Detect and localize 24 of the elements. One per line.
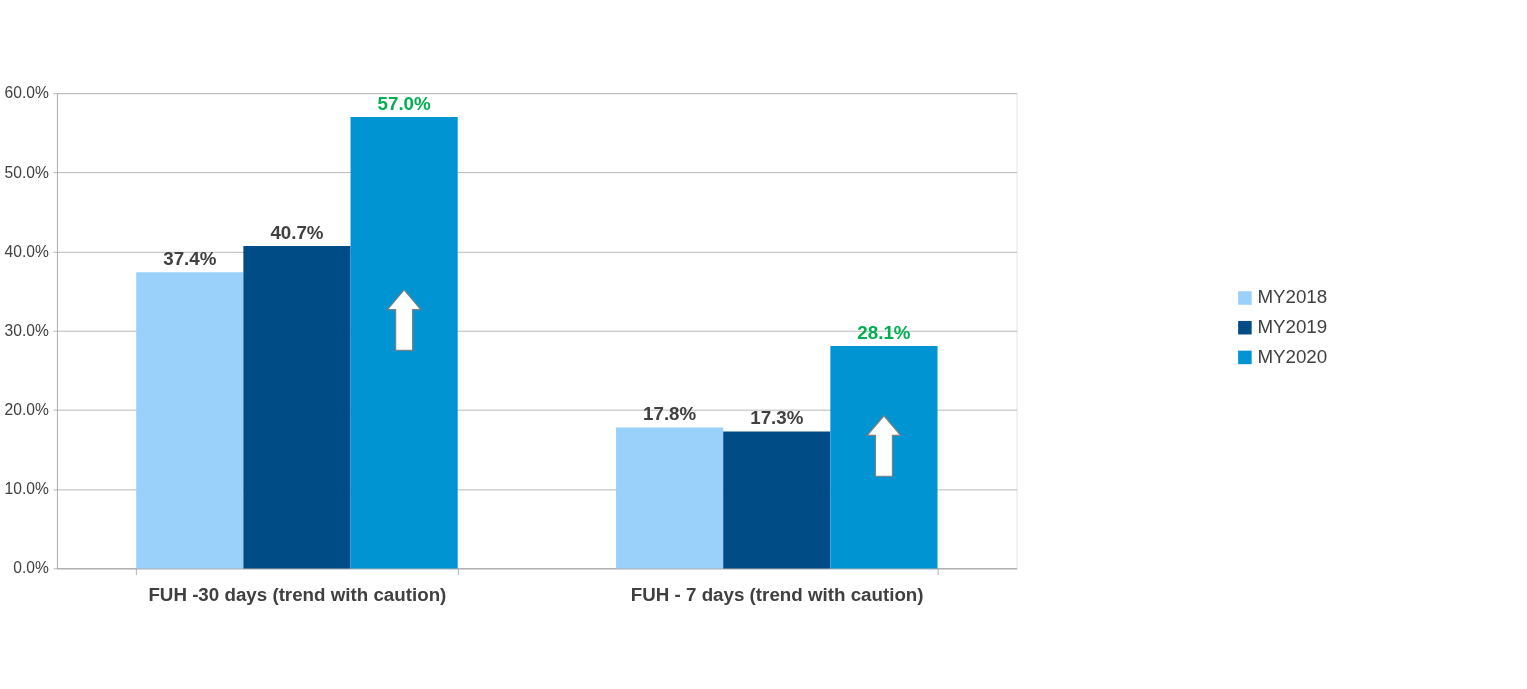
data-label: 28.1%	[857, 321, 911, 343]
bar	[830, 345, 938, 569]
y-tick-label: 50.0%	[4, 163, 49, 181]
bar	[243, 246, 351, 569]
y-tick-label: 10.0%	[4, 480, 49, 498]
y-tick-label: 20.0%	[4, 401, 49, 419]
bar	[723, 431, 831, 569]
x-tick-label: FUH - 7 days (trend with caution)	[630, 583, 924, 605]
data-label: 17.3%	[750, 407, 804, 429]
y-tick-label: 60.0%	[4, 84, 49, 102]
legend-label: MY2020	[1257, 345, 1328, 367]
y-tick-label: 40.0%	[4, 242, 49, 260]
legend-label: MY2019	[1257, 316, 1328, 338]
x-tick-label: FUH -30 days (trend with caution)	[148, 583, 447, 605]
bar	[350, 117, 458, 569]
y-tick-label: 30.0%	[4, 321, 49, 339]
data-label: 57.0%	[377, 93, 432, 114]
data-label: 40.7%	[270, 222, 324, 244]
data-label: 37.4%	[163, 248, 217, 270]
bar	[136, 272, 244, 569]
data-label: 17.8%	[643, 403, 697, 425]
y-tick-label: 0.0%	[13, 559, 49, 577]
bar	[616, 427, 724, 569]
legend-label: MY2018	[1257, 286, 1328, 308]
